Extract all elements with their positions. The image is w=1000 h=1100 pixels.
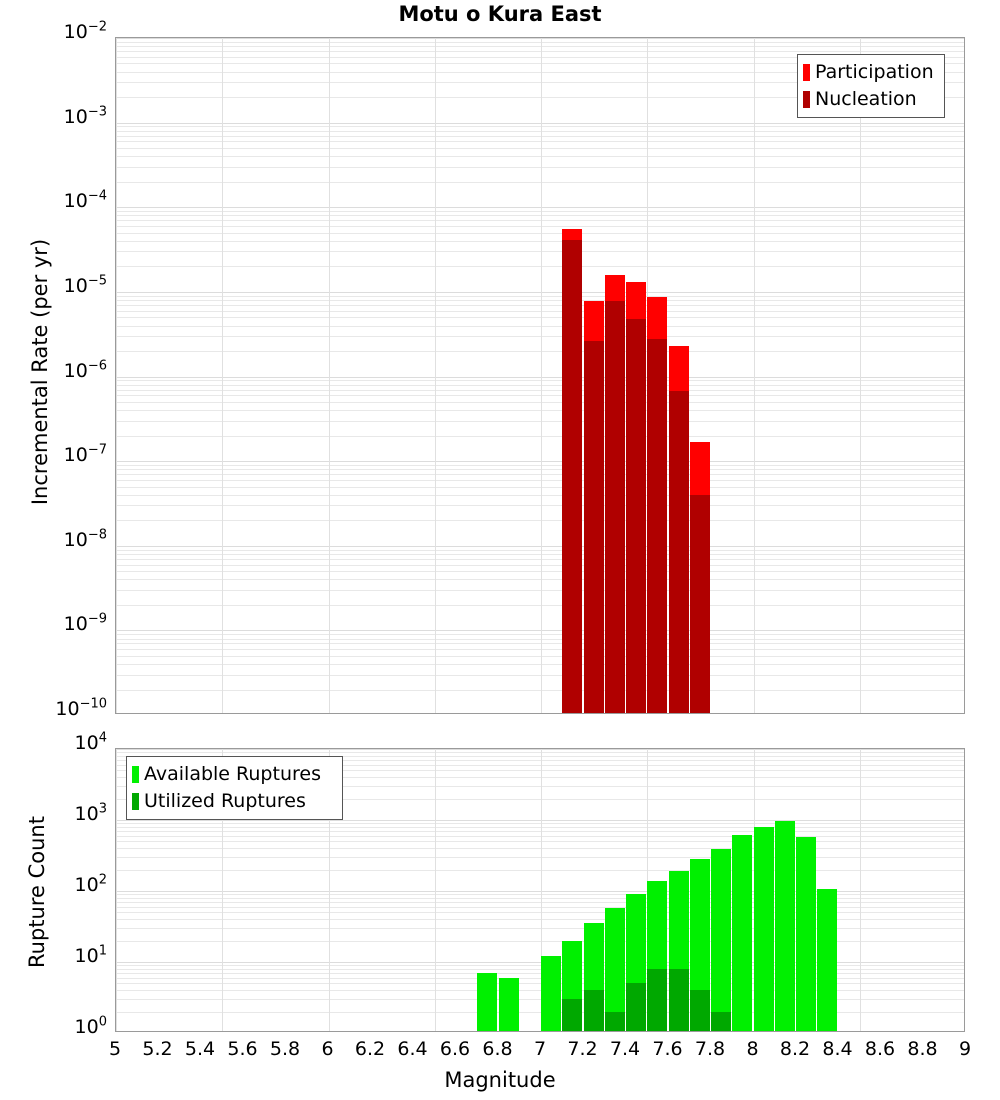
x-tick-label: 8.8 <box>907 1038 938 1060</box>
bar-available-ruptures <box>817 889 838 1031</box>
participation-swatch <box>803 64 810 81</box>
bar-nucleation <box>689 494 710 713</box>
rupture-count-bars <box>116 749 964 1031</box>
x-tick-label: 7.8 <box>694 1038 726 1060</box>
bar-utilized-ruptures <box>647 968 668 1031</box>
x-tick-label: 5.8 <box>269 1038 301 1060</box>
bar-utilized-ruptures <box>668 968 689 1031</box>
y-tick-label: 10−6 <box>63 358 107 382</box>
utilized-ruptures-swatch <box>132 793 139 810</box>
bar-nucleation <box>647 338 668 713</box>
x-tick-label: 9 <box>958 1038 972 1060</box>
bar-available-ruptures <box>604 908 625 1031</box>
legend-item-participation[interactable]: Participation <box>803 59 938 86</box>
x-tick-label: 6.8 <box>482 1038 513 1060</box>
bar-available-ruptures <box>711 849 732 1031</box>
bar-nucleation <box>668 391 689 713</box>
y-tick-label: 10−8 <box>63 527 107 551</box>
bar-available-ruptures <box>541 956 562 1031</box>
y-tick-label: 102 <box>74 872 107 896</box>
x-tick-label: 8 <box>746 1038 759 1060</box>
x-tick-label: 5.6 <box>227 1038 258 1060</box>
legend-item-nucleation[interactable]: Nucleation <box>803 86 938 113</box>
y-tick-label: 10−7 <box>63 442 107 467</box>
y-tick-label: 10−3 <box>63 104 107 128</box>
x-tick-label: 8.2 <box>779 1038 811 1060</box>
x-tick-label: 7.4 <box>609 1038 641 1060</box>
bar-available-ruptures <box>774 821 795 1031</box>
bar-utilized-ruptures <box>604 1011 625 1031</box>
y-tick-label: 10−10 <box>55 696 107 720</box>
legend-item-utilized-ruptures[interactable]: Utilized Ruptures <box>132 788 336 815</box>
utilized-ruptures-label: Utilized Ruptures <box>144 790 306 812</box>
incremental-rate-plot <box>115 37 965 714</box>
bar-available-ruptures <box>477 972 498 1031</box>
x-tick-label: 6.4 <box>397 1038 428 1060</box>
x-tick-label: 7.6 <box>652 1038 683 1060</box>
available-ruptures-label: Available Ruptures <box>144 763 321 785</box>
participation-label: Participation <box>815 61 934 83</box>
x-tick-label: 7.2 <box>567 1038 598 1060</box>
legend-item-available-ruptures[interactable]: Available Ruptures <box>132 761 336 788</box>
bar-available-ruptures <box>732 835 753 1031</box>
y-tick-label: 10−2 <box>63 19 107 43</box>
y-tick-label: 104 <box>74 730 107 754</box>
incremental-rate-bars <box>116 38 964 713</box>
x-tick-label: 5.4 <box>184 1038 216 1060</box>
y-tick-label: 100 <box>74 1014 107 1038</box>
bar-available-ruptures <box>796 837 817 1031</box>
x-tick-label: 8.6 <box>864 1038 896 1060</box>
x-tick-label: 6.2 <box>354 1038 386 1060</box>
y-tick-label: 103 <box>74 801 107 825</box>
bar-nucleation <box>562 240 583 713</box>
x-axis-label: Magnitude <box>444 1068 556 1092</box>
y-tick-label: 101 <box>74 943 107 967</box>
y-tick-label: 10−4 <box>63 188 107 213</box>
bar-utilized-ruptures <box>562 999 583 1031</box>
x-tick-label: 5.2 <box>142 1038 173 1060</box>
bar-available-ruptures <box>498 977 519 1031</box>
y-tick-label: 10−9 <box>63 612 107 636</box>
nucleation-label: Nucleation <box>815 88 917 110</box>
top-legend[interactable]: Participation Nucleation <box>797 54 945 118</box>
chart-title: Motu o Kura East <box>398 2 602 26</box>
x-tick-label: 6.6 <box>439 1038 471 1060</box>
available-ruptures-swatch <box>132 766 139 783</box>
bar-utilized-ruptures <box>626 983 647 1031</box>
bar-nucleation <box>626 318 647 713</box>
bar-nucleation <box>604 301 625 713</box>
bar-nucleation <box>583 341 604 713</box>
x-tick-label: 6 <box>321 1038 334 1060</box>
bar-available-ruptures <box>689 859 710 1031</box>
x-tick-label: 7 <box>533 1038 547 1060</box>
x-tick-label: 8.4 <box>822 1038 853 1060</box>
y-tick-label: 10−5 <box>63 273 107 297</box>
nucleation-swatch <box>803 91 810 108</box>
bar-utilized-ruptures <box>711 1011 732 1031</box>
bottom-legend[interactable]: Available Ruptures Utilized Ruptures <box>126 756 343 820</box>
x-tick-label: 5 <box>108 1038 122 1060</box>
bar-utilized-ruptures <box>583 990 604 1031</box>
bar-available-ruptures <box>753 826 774 1031</box>
bar-utilized-ruptures <box>689 990 710 1031</box>
